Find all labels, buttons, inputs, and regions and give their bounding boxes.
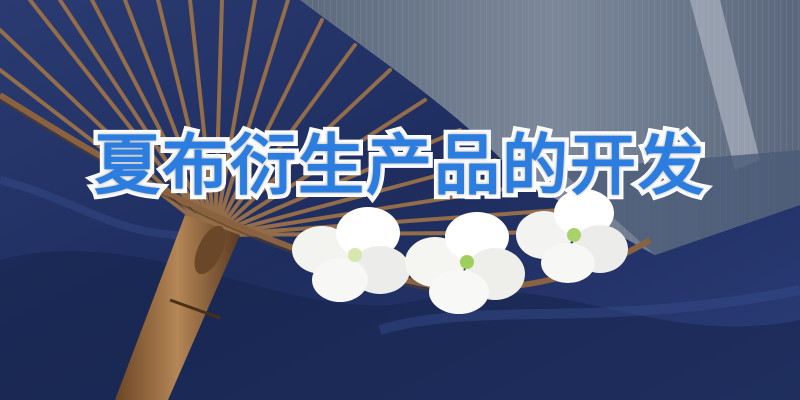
white-flowers — [292, 189, 628, 314]
banner-title: 夏布衍生产品的开发 — [90, 123, 709, 208]
